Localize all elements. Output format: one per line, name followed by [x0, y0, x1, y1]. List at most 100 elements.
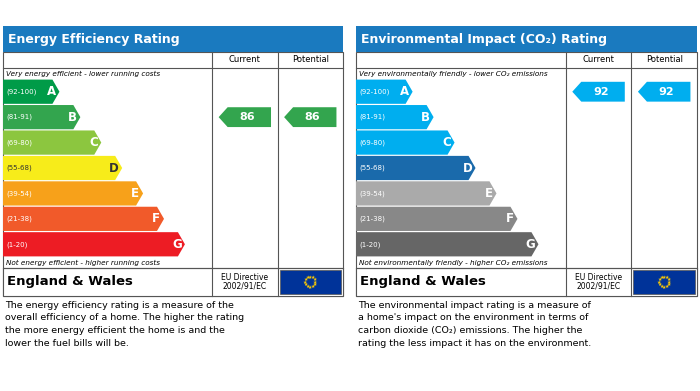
Text: Current: Current: [229, 56, 261, 65]
Polygon shape: [356, 131, 454, 155]
Text: ★: ★: [666, 277, 671, 282]
Text: ★: ★: [303, 280, 307, 285]
Bar: [356, 52, 697, 296]
Text: B: B: [68, 111, 77, 124]
Polygon shape: [3, 232, 185, 256]
Polygon shape: [3, 156, 122, 180]
Text: Not environmentally friendly - higher CO₂ emissions: Not environmentally friendly - higher CO…: [359, 260, 547, 265]
Text: ★: ★: [662, 274, 666, 280]
Text: F: F: [152, 212, 160, 225]
Text: The energy efficiency rating is a measure of the
overall efficiency of a home. T: The energy efficiency rating is a measur…: [5, 301, 244, 348]
Text: B: B: [421, 111, 430, 124]
Polygon shape: [638, 82, 690, 102]
Text: (39-54): (39-54): [6, 190, 32, 197]
Polygon shape: [356, 181, 496, 206]
Text: Very energy efficient - lower running costs: Very energy efficient - lower running co…: [6, 70, 160, 77]
Text: E: E: [131, 187, 139, 200]
Text: ★: ★: [667, 280, 671, 285]
Text: G: G: [526, 238, 536, 251]
Text: E: E: [484, 187, 493, 200]
Bar: [3, 52, 343, 296]
Text: ★: ★: [664, 275, 669, 280]
Text: (1-20): (1-20): [359, 241, 380, 248]
Polygon shape: [356, 232, 538, 256]
Polygon shape: [218, 107, 271, 127]
Polygon shape: [284, 107, 337, 127]
Polygon shape: [3, 207, 164, 231]
Bar: [3, 26, 343, 52]
Text: ★: ★: [664, 284, 669, 289]
Text: Very environmentally friendly - lower CO₂ emissions: Very environmentally friendly - lower CO…: [359, 70, 547, 77]
Text: Environmental Impact (CO₂) Rating: Environmental Impact (CO₂) Rating: [361, 32, 607, 45]
Text: ★: ★: [658, 277, 662, 282]
Text: (21-38): (21-38): [6, 215, 32, 222]
Text: (39-54): (39-54): [359, 190, 385, 197]
Text: (92-100): (92-100): [359, 88, 389, 95]
Text: ★: ★: [662, 285, 666, 289]
Polygon shape: [356, 156, 475, 180]
Polygon shape: [573, 82, 625, 102]
Text: (69-80): (69-80): [6, 139, 32, 146]
Text: EU Directive: EU Directive: [221, 273, 268, 283]
Text: 92: 92: [593, 87, 608, 97]
Text: 86: 86: [239, 112, 255, 122]
Text: (55-68): (55-68): [6, 165, 32, 171]
Text: C: C: [89, 136, 98, 149]
Text: 86: 86: [304, 112, 321, 122]
Bar: [356, 268, 697, 296]
Text: (21-38): (21-38): [359, 215, 385, 222]
Text: ★: ★: [304, 277, 308, 282]
Text: G: G: [172, 238, 182, 251]
Text: (69-80): (69-80): [359, 139, 385, 146]
Text: ★: ★: [312, 277, 317, 282]
Text: ★: ★: [658, 282, 662, 287]
Text: ★: ★: [659, 275, 664, 280]
Bar: [279, 270, 341, 294]
Text: ★: ★: [313, 280, 318, 285]
Text: (92-100): (92-100): [6, 88, 36, 95]
Text: Potential: Potential: [292, 56, 329, 65]
Polygon shape: [356, 80, 412, 104]
Text: Potential: Potential: [645, 56, 682, 65]
Polygon shape: [3, 181, 143, 206]
Polygon shape: [356, 105, 433, 129]
Text: D: D: [463, 161, 473, 174]
Text: ★: ★: [308, 285, 312, 289]
Text: A: A: [400, 85, 410, 98]
Text: Current: Current: [582, 56, 615, 65]
Text: ★: ★: [659, 284, 664, 289]
Text: ★: ★: [657, 280, 662, 285]
Text: (1-20): (1-20): [6, 241, 27, 248]
Text: The environmental impact rating is a measure of
a home's impact on the environme: The environmental impact rating is a mea…: [358, 301, 592, 348]
Polygon shape: [356, 207, 517, 231]
Polygon shape: [3, 105, 80, 129]
Text: England & Wales: England & Wales: [360, 276, 486, 289]
Text: (55-68): (55-68): [359, 165, 385, 171]
Text: ★: ★: [306, 275, 310, 280]
Text: 2002/91/EC: 2002/91/EC: [223, 282, 267, 291]
Text: ★: ★: [311, 284, 315, 289]
Text: (81-91): (81-91): [359, 114, 385, 120]
Text: ★: ★: [308, 274, 312, 280]
Text: D: D: [109, 161, 119, 174]
Text: ★: ★: [311, 275, 315, 280]
Text: C: C: [442, 136, 451, 149]
Text: ★: ★: [666, 282, 671, 287]
Text: Not energy efficient - higher running costs: Not energy efficient - higher running co…: [6, 260, 160, 265]
Bar: [3, 268, 343, 296]
Polygon shape: [3, 131, 101, 155]
Text: ★: ★: [304, 282, 308, 287]
Text: 2002/91/EC: 2002/91/EC: [577, 282, 621, 291]
Text: (81-91): (81-91): [6, 114, 32, 120]
Text: A: A: [47, 85, 56, 98]
Text: England & Wales: England & Wales: [7, 276, 133, 289]
Text: EU Directive: EU Directive: [575, 273, 622, 283]
Bar: [634, 270, 695, 294]
Text: ★: ★: [306, 284, 310, 289]
Bar: [356, 26, 697, 52]
Text: 92: 92: [659, 87, 674, 97]
Text: ★: ★: [312, 282, 317, 287]
Polygon shape: [3, 80, 60, 104]
Text: F: F: [505, 212, 514, 225]
Text: Energy Efficiency Rating: Energy Efficiency Rating: [8, 32, 180, 45]
